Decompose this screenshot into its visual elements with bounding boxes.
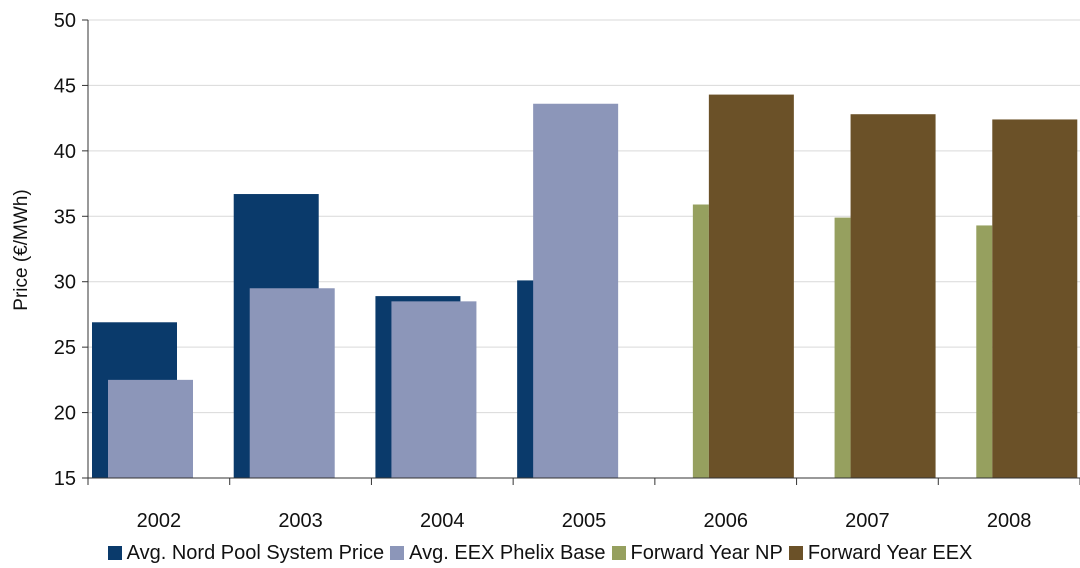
y-tick-label: 20 bbox=[54, 403, 76, 425]
bar-forward-year-eex-2006 bbox=[708, 94, 794, 479]
legend-swatch bbox=[107, 546, 122, 560]
y-tick-label: 25 bbox=[54, 337, 76, 359]
x-axis-ticks: 2002 2003 2004 2005 2006 2007 2008 bbox=[87, 478, 1080, 532]
y-tick-label: 35 bbox=[54, 206, 76, 228]
x-tick-label: 2005 bbox=[562, 510, 607, 532]
x-tick-label: 2007 bbox=[845, 510, 890, 532]
bar-avg-eex-phelix-base-2005 bbox=[533, 103, 619, 479]
y-tick-label: 45 bbox=[54, 75, 76, 97]
y-axis-label: Price (€/MWh) bbox=[11, 189, 32, 310]
legend: Avg. Nord Pool System Price Avg. EEX Phel… bbox=[0, 541, 1080, 565]
legend-label: Avg. Nord Pool System Price bbox=[126, 541, 385, 564]
legend-item: Forward Year EEX bbox=[788, 541, 973, 565]
bar-avg-eex-phelix-base-2003 bbox=[249, 288, 335, 478]
legend-item: Avg. EEX Phelix Base bbox=[390, 541, 606, 565]
x-tick-label: 2006 bbox=[703, 510, 748, 532]
y-tick-label: 15 bbox=[54, 468, 76, 490]
x-tick-label: 2008 bbox=[987, 510, 1032, 532]
legend-swatch bbox=[611, 546, 626, 560]
legend-label: Avg. EEX Phelix Base bbox=[409, 541, 606, 564]
bar-forward-year-eex-2008 bbox=[992, 119, 1078, 479]
bar-avg-eex-phelix-base-2004 bbox=[391, 301, 477, 478]
bar-forward-year-np-2006 bbox=[692, 204, 709, 478]
legend-item: Forward Year NP bbox=[611, 541, 783, 565]
legend-item: Avg. Nord Pool System Price bbox=[107, 541, 385, 565]
x-tick-label: 2004 bbox=[420, 510, 465, 532]
y-tick-label: 30 bbox=[54, 272, 76, 294]
bar-forward-year-np-2007 bbox=[834, 217, 851, 478]
legend-label: Forward Year EEX bbox=[807, 541, 973, 564]
legend-swatch bbox=[788, 546, 803, 560]
y-tick-label: 50 bbox=[54, 10, 76, 32]
y-tick-label: 40 bbox=[54, 141, 76, 163]
bar-forward-year-eex-2007 bbox=[850, 114, 936, 479]
legend-label: Forward Year NP bbox=[630, 541, 783, 564]
y-axis-ticks: 15 20 25 30 35 40 45 50 bbox=[54, 10, 88, 490]
bars bbox=[92, 94, 1078, 479]
x-tick-label: 2003 bbox=[278, 510, 323, 532]
legend-swatch bbox=[390, 546, 405, 560]
bar-forward-year-np-2008 bbox=[976, 225, 993, 478]
axes bbox=[87, 20, 1080, 479]
bar-avg-eex-phelix-base-2002 bbox=[108, 379, 193, 478]
x-tick-label: 2002 bbox=[137, 510, 182, 532]
